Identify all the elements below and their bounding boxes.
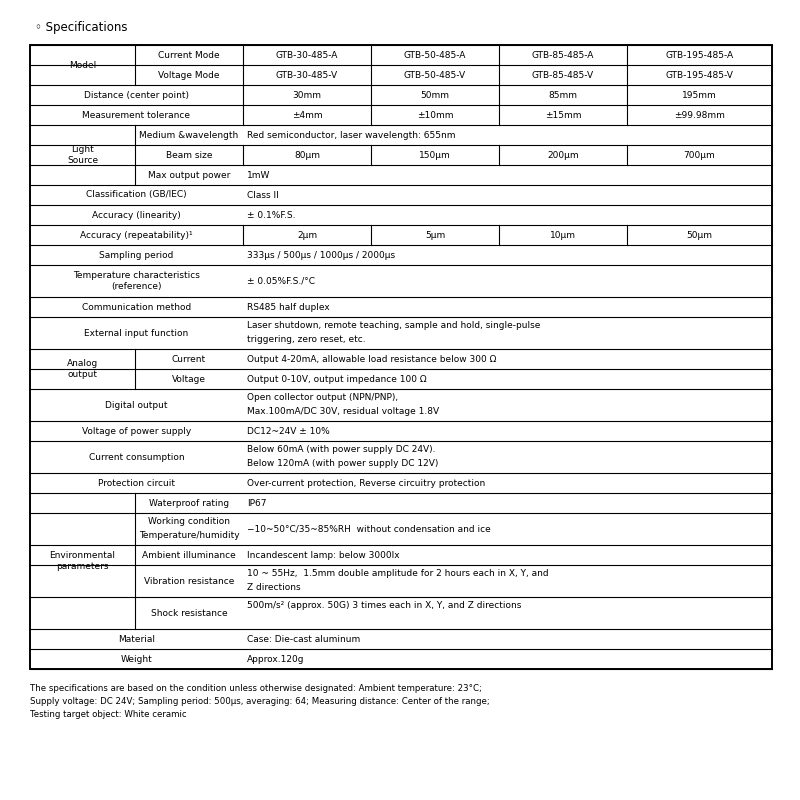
Text: GTB-30-485-V: GTB-30-485-V — [276, 70, 338, 79]
Text: 1mW: 1mW — [247, 170, 270, 179]
Text: ◦ Specifications: ◦ Specifications — [35, 21, 127, 34]
Text: Over-current protection, Reverse circuitry protection: Over-current protection, Reverse circuit… — [247, 478, 486, 487]
Text: Measurement tolerance: Measurement tolerance — [82, 110, 190, 119]
Text: Laser shutdown, remote teaching, sample and hold, single-pulse: Laser shutdown, remote teaching, sample … — [247, 322, 540, 330]
Text: Output 0-10V, output impedance 100 Ω: Output 0-10V, output impedance 100 Ω — [247, 374, 426, 383]
Text: Communication method: Communication method — [82, 302, 191, 311]
Text: 500m/s² (approx. 50G) 3 times each in X, Y, and Z directions: 500m/s² (approx. 50G) 3 times each in X,… — [247, 602, 522, 610]
Text: Beam size: Beam size — [166, 150, 212, 159]
Text: Class II: Class II — [247, 190, 278, 199]
Text: Material: Material — [118, 634, 155, 643]
Text: 50μm: 50μm — [686, 230, 713, 239]
Text: Digital output: Digital output — [106, 401, 168, 410]
Text: 30mm: 30mm — [293, 90, 322, 99]
Text: Incandescent lamp: below 3000lx: Incandescent lamp: below 3000lx — [247, 550, 400, 559]
Text: Temperature characteristics: Temperature characteristics — [73, 270, 200, 279]
Bar — [31, 143, 135, 145]
Text: 200μm: 200μm — [547, 150, 579, 159]
Text: DC12~24V ± 10%: DC12~24V ± 10% — [247, 426, 330, 435]
Text: (reference): (reference) — [111, 282, 162, 291]
Text: Max.100mA/DC 30V, residual voltage 1.8V: Max.100mA/DC 30V, residual voltage 1.8V — [247, 407, 439, 417]
Text: GTB-195-485-V: GTB-195-485-V — [666, 70, 734, 79]
Text: 10μm: 10μm — [550, 230, 576, 239]
Text: Waterproof rating: Waterproof rating — [149, 498, 229, 507]
Text: triggering, zero reset, etc.: triggering, zero reset, etc. — [247, 335, 366, 345]
Text: Temperature/humidity: Temperature/humidity — [138, 531, 239, 541]
Text: Max output power: Max output power — [148, 170, 230, 179]
Bar — [31, 367, 135, 369]
Text: ±99.98mm: ±99.98mm — [674, 110, 725, 119]
Text: Approx.120g: Approx.120g — [247, 654, 305, 663]
Text: Testing target object: White ceramic: Testing target object: White ceramic — [30, 710, 186, 719]
Bar — [31, 163, 135, 165]
Text: RS485 half duplex: RS485 half duplex — [247, 302, 330, 311]
Text: GTB-195-485-A: GTB-195-485-A — [666, 50, 734, 59]
Text: Voltage of power supply: Voltage of power supply — [82, 426, 191, 435]
Bar — [31, 563, 135, 565]
Text: 195mm: 195mm — [682, 90, 717, 99]
Bar — [31, 511, 135, 513]
Text: Ambient illuminance: Ambient illuminance — [142, 550, 236, 559]
Text: Protection circuit: Protection circuit — [98, 478, 175, 487]
Text: Current Mode: Current Mode — [158, 50, 220, 59]
Text: Output 4-20mA, allowable load resistance below 300 Ω: Output 4-20mA, allowable load resistance… — [247, 354, 496, 363]
Text: 80μm: 80μm — [294, 150, 320, 159]
Text: Case: Die-cast aluminum: Case: Die-cast aluminum — [247, 634, 360, 643]
Text: GTB-85-485-V: GTB-85-485-V — [532, 70, 594, 79]
Text: ±4mm: ±4mm — [292, 110, 322, 119]
Text: GTB-85-485-A: GTB-85-485-A — [532, 50, 594, 59]
Text: 700μm: 700μm — [684, 150, 715, 159]
Text: GTB-50-485-A: GTB-50-485-A — [404, 50, 466, 59]
Text: Below 60mA (with power supply DC 24V).: Below 60mA (with power supply DC 24V). — [247, 446, 435, 454]
Text: 10 ~ 55Hz,  1.5mm double amplitude for 2 hours each in X, Y, and: 10 ~ 55Hz, 1.5mm double amplitude for 2 … — [247, 570, 549, 578]
Text: Below 120mA (with power supply DC 12V): Below 120mA (with power supply DC 12V) — [247, 459, 438, 469]
Text: Voltage: Voltage — [172, 374, 206, 383]
Text: GTB-50-485-V: GTB-50-485-V — [404, 70, 466, 79]
Text: 333μs / 500μs / 1000μs / 2000μs: 333μs / 500μs / 1000μs / 2000μs — [247, 250, 395, 259]
Text: IP67: IP67 — [247, 498, 266, 507]
Text: Red semiconductor, laser wavelength: 655nm: Red semiconductor, laser wavelength: 655… — [247, 130, 455, 139]
Text: Voltage Mode: Voltage Mode — [158, 70, 220, 79]
Text: Working condition: Working condition — [148, 518, 230, 526]
Text: ±15mm: ±15mm — [545, 110, 582, 119]
Text: Light
Source: Light Source — [67, 146, 98, 165]
Text: Accuracy (linearity): Accuracy (linearity) — [92, 210, 181, 219]
Text: 50mm: 50mm — [421, 90, 450, 99]
Text: 85mm: 85mm — [549, 90, 578, 99]
Text: Model: Model — [69, 61, 96, 70]
Bar — [31, 595, 135, 597]
Text: 2μm: 2μm — [297, 230, 317, 239]
Text: Shock resistance: Shock resistance — [150, 609, 227, 618]
Text: Weight: Weight — [121, 654, 152, 663]
Text: Current consumption: Current consumption — [89, 453, 184, 462]
Text: Sampling period: Sampling period — [99, 250, 174, 259]
Bar — [30, 45, 772, 669]
Text: Accuracy (repeatability)¹: Accuracy (repeatability)¹ — [80, 230, 193, 239]
Text: ± 0.05%F.S./°C: ± 0.05%F.S./°C — [247, 277, 315, 286]
Text: Current: Current — [172, 354, 206, 363]
Bar — [31, 63, 135, 65]
Text: −10~50°C/35~85%RH  without condensation and ice: −10~50°C/35~85%RH without condensation a… — [247, 525, 490, 534]
Text: Environmental
parameters: Environmental parameters — [50, 551, 115, 570]
Text: ±10mm: ±10mm — [417, 110, 454, 119]
Text: Analog
output: Analog output — [67, 359, 98, 378]
Bar — [30, 45, 772, 669]
Text: Open collector output (NPN/PNP),: Open collector output (NPN/PNP), — [247, 394, 398, 402]
Text: Vibration resistance: Vibration resistance — [144, 577, 234, 586]
Text: Z directions: Z directions — [247, 583, 301, 593]
Text: ± 0.1%F.S.: ± 0.1%F.S. — [247, 210, 295, 219]
Text: Supply voltage: DC 24V; Sampling period: 500μs, averaging: 64; Measuring distanc: Supply voltage: DC 24V; Sampling period:… — [30, 697, 490, 706]
Text: Classification (GB/IEC): Classification (GB/IEC) — [86, 190, 187, 199]
Text: The specifications are based on the condition unless otherwise designated: Ambie: The specifications are based on the cond… — [30, 684, 482, 693]
Text: Medium &wavelength: Medium &wavelength — [139, 130, 238, 139]
Text: External input function: External input function — [84, 329, 189, 338]
Text: GTB-30-485-A: GTB-30-485-A — [276, 50, 338, 59]
Bar — [31, 543, 135, 545]
Text: Distance (center point): Distance (center point) — [84, 90, 189, 99]
Text: 5μm: 5μm — [425, 230, 445, 239]
Text: 150μm: 150μm — [419, 150, 451, 159]
